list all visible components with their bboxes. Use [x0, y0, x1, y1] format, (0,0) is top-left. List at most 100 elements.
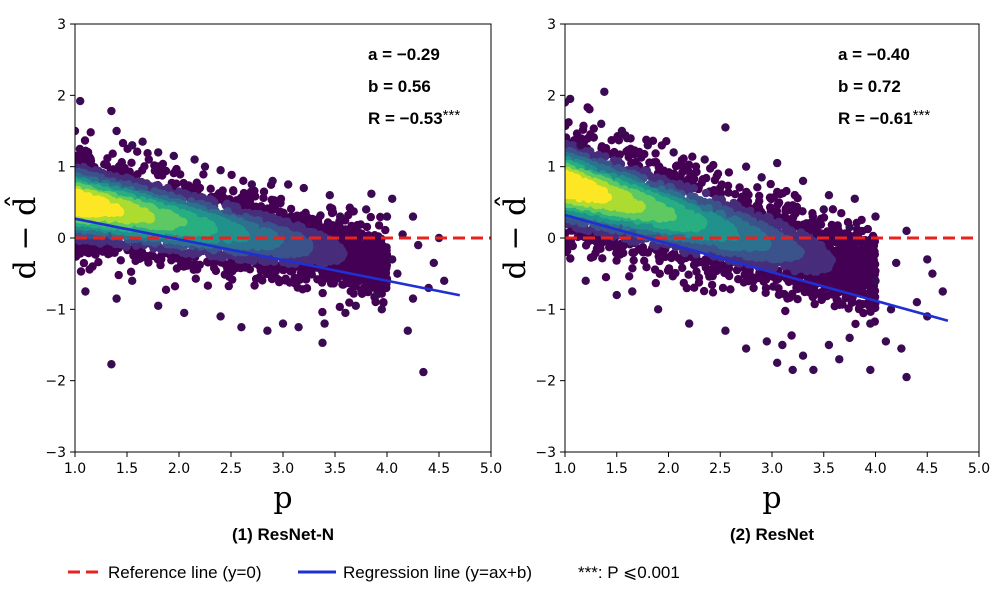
density-point: [793, 194, 802, 203]
density-point: [374, 221, 384, 230]
density-point: [671, 268, 680, 278]
density-point: [684, 270, 693, 279]
outlier-point: [169, 151, 178, 161]
outlier-point: [216, 166, 225, 175]
density-point: [781, 306, 790, 316]
density-point: [726, 285, 735, 294]
density-point: [290, 273, 299, 282]
density-point: [828, 205, 838, 214]
density-point: [767, 194, 776, 204]
density-point: [169, 169, 178, 178]
x-axis-ticks: 1.0 1.5 2.0 2.5 3.0 3.5 4.0 4.5 5.0: [64, 452, 502, 477]
density-point: [589, 133, 598, 142]
density-point: [787, 331, 796, 340]
outlier-point: [247, 180, 256, 189]
density-point: [706, 164, 715, 173]
density-point: [640, 256, 649, 265]
density-point: [679, 278, 688, 288]
density-point: [707, 280, 717, 290]
x-tick-label: 2.0: [168, 461, 190, 477]
outlier-point: [351, 301, 360, 310]
stat-a: a = −0.29: [368, 45, 440, 64]
density-point: [94, 258, 103, 267]
density-point: [116, 256, 126, 265]
density-point: [854, 237, 863, 246]
stat-r: R = −0.53***: [368, 107, 460, 128]
outlier-point: [320, 319, 329, 328]
outlier-point: [138, 137, 147, 146]
outlier-point: [388, 255, 397, 264]
density-cloud: [75, 128, 392, 317]
density-point: [677, 155, 687, 165]
outlier-point: [81, 287, 90, 296]
density-point: [793, 295, 802, 304]
density-point: [190, 259, 199, 269]
density-point: [126, 267, 136, 276]
density-point: [191, 274, 200, 283]
density-point: [769, 282, 778, 291]
density-point: [688, 152, 697, 161]
density-point: [637, 153, 646, 162]
outlier-point: [237, 322, 246, 332]
x-tick-label: 3.5: [324, 461, 346, 477]
regression-line: [74, 217, 461, 297]
outlier-point: [190, 155, 199, 164]
density-point: [788, 289, 797, 299]
density-point: [869, 251, 878, 260]
outlier-point: [325, 191, 334, 200]
density-point: [203, 281, 213, 290]
density-point: [798, 207, 807, 216]
density-point: [273, 274, 282, 284]
y-tick-label: −1: [45, 302, 66, 318]
y-axis-label: d − d̂: [4, 196, 43, 279]
outlier-point: [362, 205, 371, 214]
density-point: [629, 256, 638, 265]
density-point: [381, 225, 390, 235]
density-point: [318, 307, 327, 317]
density-point: [671, 162, 681, 171]
density-point: [664, 264, 674, 273]
x-tick-label: 1.0: [64, 461, 86, 477]
density-point: [855, 299, 864, 308]
outlier-point: [403, 326, 412, 335]
outlier-point: [429, 258, 438, 268]
density-point: [701, 188, 711, 198]
density-point: [614, 136, 624, 145]
outlier-point: [76, 96, 85, 106]
outlier-point: [393, 269, 402, 278]
outlier-point: [200, 162, 210, 171]
density-point: [227, 170, 236, 180]
density-point: [114, 270, 123, 280]
outlier-point: [341, 308, 350, 318]
density-cloud: [565, 103, 880, 340]
outlier-point: [128, 276, 137, 285]
density-point: [724, 168, 734, 177]
x-tick-label: 4.5: [428, 461, 450, 477]
density-point: [259, 187, 269, 196]
density-point: [749, 283, 758, 293]
outlier-point: [128, 141, 137, 150]
density-point: [735, 183, 744, 192]
outlier-point: [278, 319, 288, 328]
density-point: [250, 281, 259, 290]
stat-b: b = 0.56: [368, 77, 431, 96]
density-point: [731, 190, 740, 199]
density-point: [761, 283, 771, 293]
density-point: [144, 155, 153, 164]
outlier-point: [154, 148, 163, 157]
density-point: [335, 302, 344, 312]
density-point: [80, 136, 90, 145]
density-point: [153, 170, 163, 180]
density-point: [75, 197, 80, 206]
density-point: [259, 193, 268, 203]
outlier-points: [75, 96, 449, 377]
density-point: [645, 158, 654, 167]
density-point: [76, 267, 86, 276]
outlier-point: [216, 312, 225, 321]
outlier-point: [107, 106, 116, 116]
outlier-point: [268, 176, 277, 186]
outlier-point: [414, 240, 423, 250]
density-point: [869, 242, 878, 251]
density-point: [251, 192, 260, 201]
